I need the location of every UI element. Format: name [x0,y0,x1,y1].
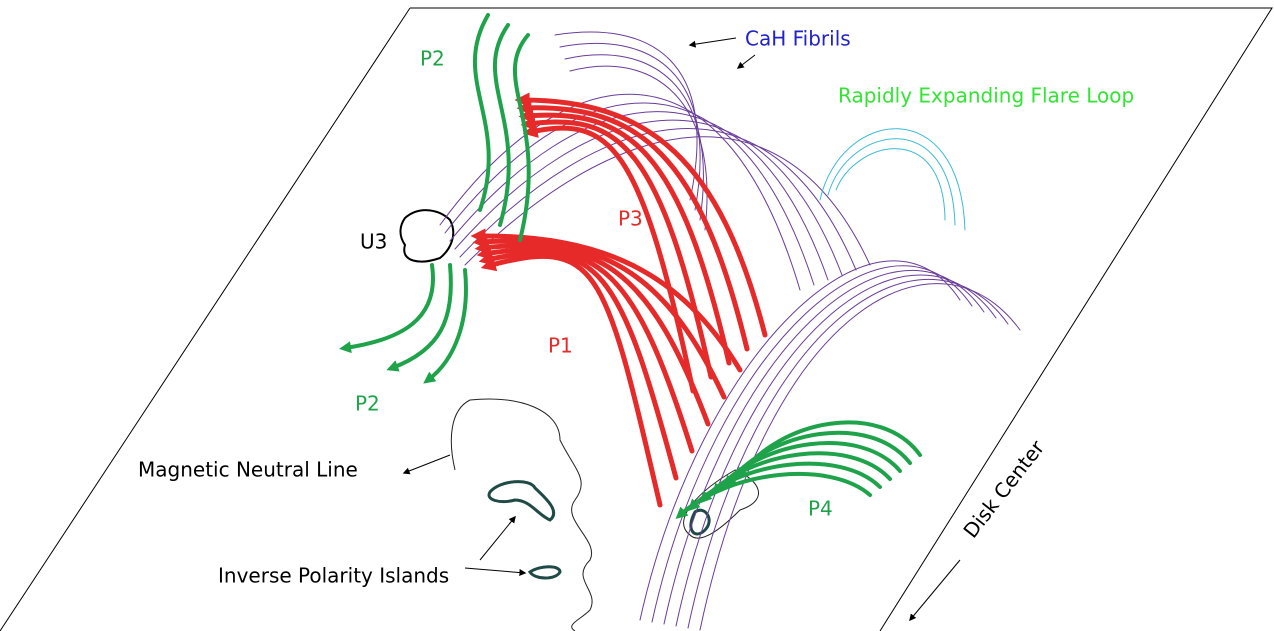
flow-p1 [480,253,663,508]
fibril [444,102,815,286]
fibril [675,274,997,627]
fibril [569,65,708,231]
flow-p1 [470,228,743,373]
arrow [464,567,527,577]
flow-p4 [675,471,872,520]
label-islands: Inverse Polarity Islands [218,564,449,588]
flow-p3 [518,107,732,366]
label-p4: P4 [808,497,833,521]
flow-p1 [476,245,695,454]
flow-p2 [386,263,453,372]
drawing [0,7,1273,631]
arrow [402,454,451,475]
flow-p3 [520,115,714,380]
fibril [554,31,698,201]
label-flare: Rapidly Expanding Flare Loop [838,84,1134,108]
flare-loop [819,128,966,231]
neutral-line [450,398,593,631]
label-p2: P2 [420,47,445,71]
flare-loop [835,148,946,221]
label-p2: P2 [355,392,380,416]
fibril [699,283,1021,631]
flow-p3 [516,100,750,352]
flow-p1 [474,239,711,427]
arrow [736,54,756,69]
flow-p3 [514,92,768,338]
fibril [459,128,857,271]
fibril [439,93,801,291]
island [487,480,556,522]
label-p1: P1 [548,334,573,358]
label-u3: U3 [360,230,387,254]
flow-p2 [423,268,468,384]
flare-loop [827,138,956,226]
fibril [687,278,1009,629]
flow-p2 [492,23,511,227]
arrow [479,515,516,561]
fibril [559,43,701,211]
label-cah: CaH Fibrils [745,27,851,51]
flow-p4 [687,461,882,512]
plane [0,7,1273,631]
flow-p1 [472,234,727,400]
label-neutral: Magnetic Neutral Line [138,458,358,482]
label-disk: Disk Center [958,435,1049,542]
island [527,565,562,580]
fibril [564,54,704,221]
fibril [454,119,843,276]
arrow [688,37,737,48]
flow-p1 [478,250,679,481]
label-p3: P3 [618,207,643,231]
arrow [909,559,961,622]
flow-p2 [472,13,491,212]
fibril [639,260,961,621]
flow-p2 [339,263,436,354]
flow-p3 [522,123,696,394]
island [689,508,711,536]
u3-outline [399,209,455,263]
flow-p2 [512,33,531,242]
